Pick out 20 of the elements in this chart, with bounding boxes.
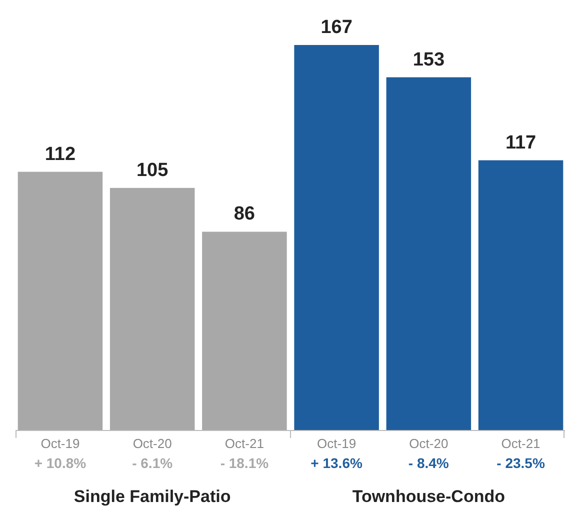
x-tick-label: Oct-21 - 23.5%: [496, 436, 546, 471]
bar: [478, 160, 564, 430]
data-label: 112: [44, 144, 76, 165]
bar: [18, 172, 103, 430]
bar: [110, 188, 195, 430]
data-label: 86: [234, 204, 256, 225]
x-tick-label: Oct-20 - 6.1%: [132, 436, 174, 471]
bar: [294, 45, 379, 430]
x-tick-label: Oct-19 + 13.6%: [310, 436, 363, 471]
text: Townhouse-Condo: [352, 487, 505, 506]
data-label: 153: [412, 49, 445, 70]
x-tick-label: Oct-20 - 8.4%: [408, 436, 450, 471]
x-tick-label: Oct-19 + 10.8%: [34, 436, 87, 471]
data-label: 167: [320, 17, 352, 38]
bar: [202, 232, 287, 430]
x-tick-label: Oct-21 - 18.1%: [220, 436, 270, 471]
text: Single Family-Patio: [74, 487, 231, 506]
bar: [386, 77, 472, 430]
data-label: 105: [136, 160, 169, 181]
data-label: 117: [505, 132, 536, 154]
